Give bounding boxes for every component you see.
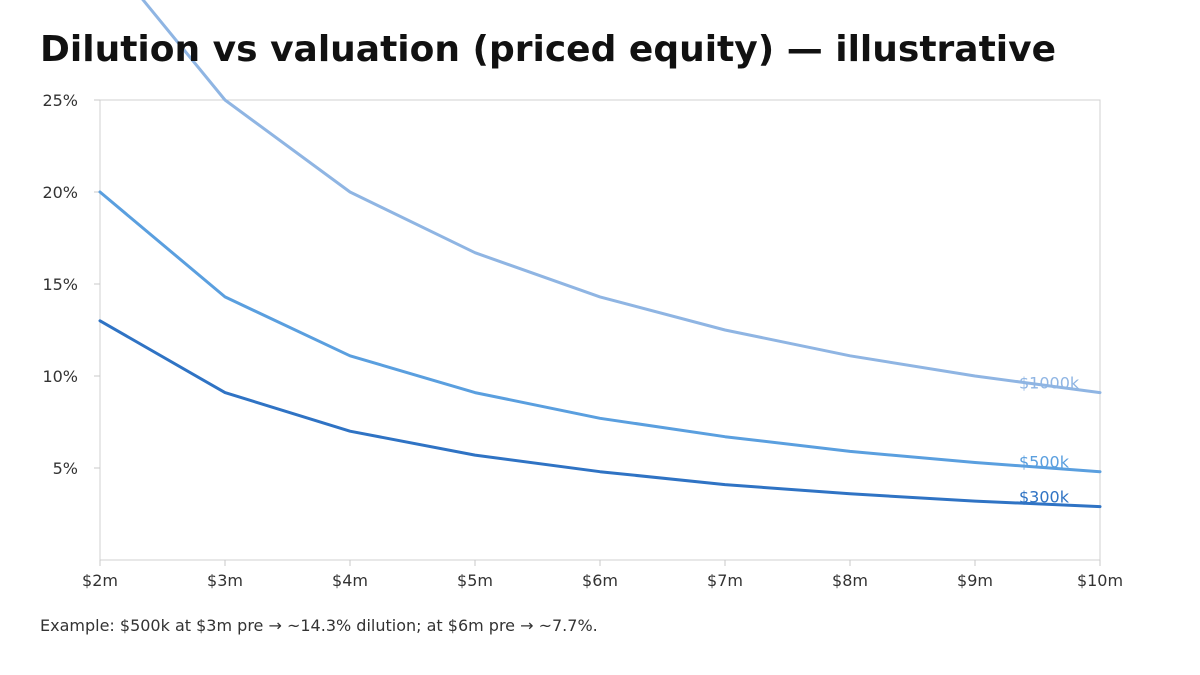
x-tick-label: $4m bbox=[332, 571, 368, 590]
plot-area-frame bbox=[99, 99, 1101, 561]
series-line-0 bbox=[141, 0, 1102, 395]
y-tick-label: 15% bbox=[42, 275, 78, 294]
y-tick-label: 20% bbox=[42, 183, 78, 202]
x-tick-label: $3m bbox=[207, 571, 243, 590]
x-tick-label: $9m bbox=[957, 571, 993, 590]
series-line-1 bbox=[98, 190, 1102, 474]
y-tick-label: 5% bbox=[53, 459, 78, 478]
chart-title: Dilution vs valuation (priced equity) — … bbox=[40, 29, 1057, 70]
series-line-2 bbox=[98, 319, 1102, 509]
chart-footnote: Example: $500k at $3m pre → ~14.3% dilut… bbox=[40, 616, 598, 635]
series-label-2: $300k bbox=[1019, 488, 1070, 507]
x-tick-label: $2m bbox=[82, 571, 118, 590]
x-tick-label: $10m bbox=[1077, 571, 1123, 590]
x-tick-label: $5m bbox=[457, 571, 493, 590]
series-label-1: $500k bbox=[1019, 453, 1070, 472]
series-label-0: $1000k bbox=[1019, 374, 1080, 393]
y-tick-label: 25% bbox=[42, 91, 78, 110]
x-tick-label: $8m bbox=[832, 571, 868, 590]
x-tick-label: $7m bbox=[707, 571, 743, 590]
x-tick-label: $6m bbox=[582, 571, 618, 590]
y-tick-label: 10% bbox=[42, 367, 78, 386]
